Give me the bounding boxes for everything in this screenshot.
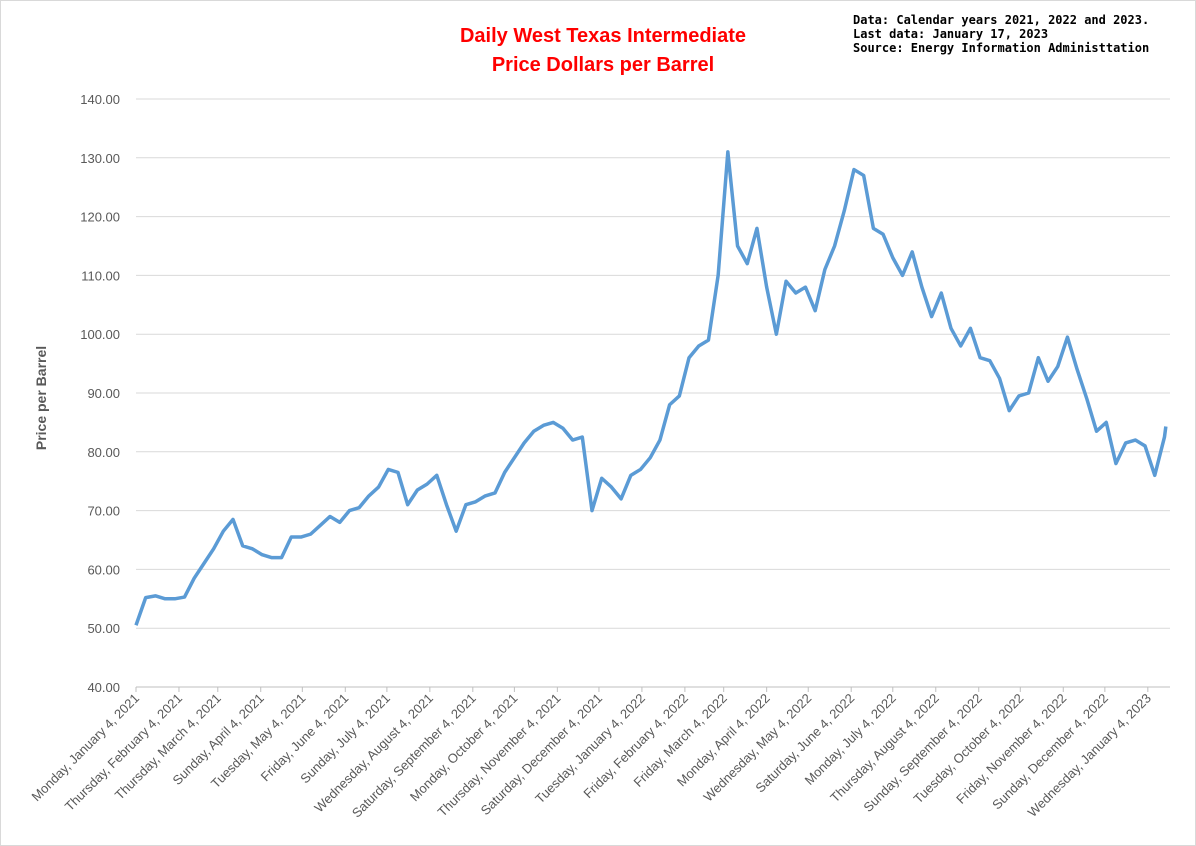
- note: Source: Energy Information Administtatio…: [853, 41, 1149, 55]
- y-tick-label: 130.00: [80, 151, 120, 166]
- line-series: [134, 150, 1168, 626]
- y-tick-label: 60.00: [87, 562, 120, 577]
- note: Last data: January 17, 2023: [853, 27, 1048, 41]
- y-tick-label: 100.00: [80, 327, 120, 342]
- y-tick-label: 120.00: [80, 210, 120, 225]
- chart-title: Price Dollars per Barrel: [492, 54, 714, 76]
- y-tick-label: 110.00: [81, 268, 120, 283]
- y-tick-label: 70.00: [87, 504, 120, 519]
- chart-title: Daily West Texas Intermediate: [460, 25, 746, 47]
- y-tick-label: 40.00: [87, 680, 120, 695]
- y-tick-label: 80.00: [87, 445, 120, 460]
- y-axis-label: Price per Barrel: [33, 346, 49, 450]
- y-tick-label: 90.00: [87, 386, 120, 401]
- y-tick-label: 50.00: [87, 621, 120, 636]
- note: Data: Calendar years 2021, 2022 and 2023…: [853, 13, 1149, 27]
- y-tick-label: 140.00: [80, 92, 120, 107]
